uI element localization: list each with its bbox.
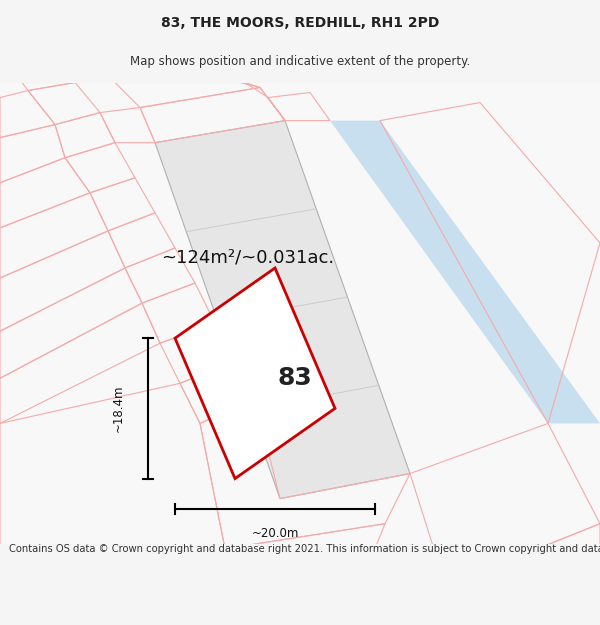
Text: 83: 83 <box>278 366 313 390</box>
Text: ~20.0m: ~20.0m <box>251 528 299 540</box>
Text: 83, THE MOORS, REDHILL, RH1 2PD: 83, THE MOORS, REDHILL, RH1 2PD <box>161 16 439 30</box>
Text: ~124m²/~0.031ac.: ~124m²/~0.031ac. <box>161 249 335 267</box>
Text: Contains OS data © Crown copyright and database right 2021. This information is : Contains OS data © Crown copyright and d… <box>9 544 600 554</box>
Polygon shape <box>175 268 335 479</box>
Text: ~18.4m: ~18.4m <box>112 384 125 432</box>
Polygon shape <box>155 121 410 499</box>
Polygon shape <box>330 121 600 423</box>
Text: Map shows position and indicative extent of the property.: Map shows position and indicative extent… <box>130 56 470 68</box>
